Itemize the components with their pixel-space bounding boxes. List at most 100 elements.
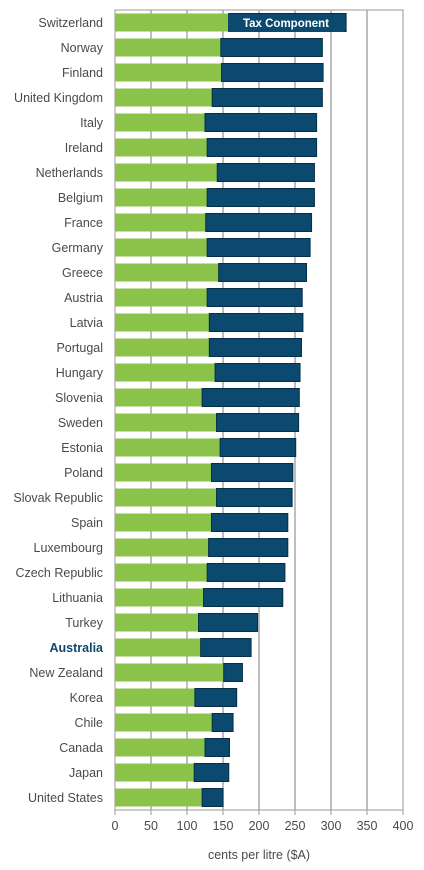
category-label-turkey: Turkey [65,616,103,630]
category-label-sweden: Sweden [58,416,103,430]
category-label-belgium: Belgium [58,191,103,205]
category-label-slovenia: Slovenia [55,391,103,405]
bar-ireland-tax [206,138,318,157]
tick-label-300: 300 [321,819,342,833]
category-label-lithuania: Lithuania [52,591,103,605]
category-label-germany: Germany [52,241,104,255]
bar-united-states-base [115,788,203,807]
bar-estonia-base [115,438,221,457]
category-label-france: France [64,216,103,230]
tick-label-150: 150 [213,819,234,833]
bar-slovak-republic-base [115,488,217,507]
category-label-czech-republic: Czech Republic [15,566,103,580]
category-label-ireland: Ireland [65,141,103,155]
bar-austria-base [115,288,208,307]
category-label-latvia: Latvia [70,316,103,330]
bar-united-states-tax [201,788,224,807]
bar-germany-base [115,238,208,257]
bar-new-zealand-tax [223,663,243,682]
bar-belgium-base [115,188,208,207]
bar-korea-base [115,688,195,707]
bar-chile-base [115,713,213,732]
tick-label-200: 200 [249,819,270,833]
tick-label-350: 350 [357,819,378,833]
bar-finland-tax [221,63,324,82]
bar-czech-republic-tax [206,563,286,582]
bar-belgium-tax [206,188,315,207]
category-label-estonia: Estonia [61,441,103,455]
legend: Tax Component [228,14,344,32]
bar-slovenia-tax [201,388,300,407]
bar-italy-base [115,113,205,132]
category-label-finland: Finland [62,66,103,80]
legend-label-tax-component: Tax Component [243,18,329,30]
bar-lithuania-base [115,588,204,607]
bar-united-kingdom-tax [211,88,323,107]
category-label-new-zealand: New Zealand [29,666,103,680]
category-label-hungary: Hungary [56,366,104,380]
category-labels: Switzerland Norway Finland United Kingdom It… [13,16,104,805]
legend-box [228,14,344,32]
bar-finland-base [115,63,222,82]
bar-greece-base [115,263,219,282]
category-label-spain: Spain [71,516,103,530]
tick-label-100: 100 [177,819,198,833]
bar-netherlands-base [115,163,218,182]
bar-sweden-base [115,413,217,432]
category-label-italy: Italy [80,116,104,130]
bar-austria-tax [206,288,303,307]
category-label-portugal: Portugal [56,341,103,355]
bar-korea-tax [194,688,238,707]
category-label-united-kingdom: United Kingdom [14,91,103,105]
bar-japan-base [115,763,195,782]
bar-norway-base [115,38,221,57]
bar-switzerland-base [115,13,229,32]
bar-lithuania-tax [203,588,284,607]
bar-portugal-base [115,338,210,357]
bar-luxembourg-base [115,538,209,557]
bar-chile-tax [211,713,234,732]
bar-czech-republic-base [115,563,208,582]
bar-new-zealand-base [115,663,224,682]
tick-label-250: 250 [285,819,306,833]
category-label-luxembourg: Luxembourg [34,541,104,555]
category-label-switzerland: Switzerland [38,16,103,30]
bar-hungary-base [115,363,216,382]
category-label-slovak-republic: Slovak Republic [13,491,103,505]
bar-portugal-tax [208,338,302,357]
bar-canada-base [115,738,205,757]
bar-hungary-tax [214,363,301,382]
x-axis-ticks: 0 50 100 150 200 250 300 350 400 [112,810,413,833]
bar-france-base [115,213,206,232]
bar-united-kingdom-base [115,88,213,107]
category-label-united-states: United States [28,791,103,805]
bar-australia-base [115,638,201,657]
tick-label-50: 50 [144,819,158,833]
bar-france-tax [205,213,313,232]
bar-greece-tax [218,263,308,282]
bar-australia-tax [200,638,252,657]
category-label-japan: Japan [69,766,103,780]
bar-canada-tax [204,738,230,757]
bar-slovenia-base [115,388,203,407]
bar-netherlands-tax [216,163,315,182]
bar-sweden-tax [216,413,300,432]
bar-estonia-tax [219,438,297,457]
bar-slovak-republic-tax [216,488,293,507]
bar-luxembourg-tax [208,538,289,557]
bar-poland-base [115,463,212,482]
bar-poland-tax [210,463,294,482]
category-label-chile: Chile [75,716,104,730]
bar-norway-tax [220,38,323,57]
category-label-norway: Norway [61,41,104,55]
bar-japan-tax [193,763,230,782]
category-label-greece: Greece [62,266,103,280]
bar-ireland-base [115,138,208,157]
bar-germany-tax [206,238,311,257]
bar-latvia-base [115,313,210,332]
bar-spain-tax [210,513,289,532]
bar-italy-tax [204,113,318,132]
bar-spain-base [115,513,212,532]
x-axis-title: cents per litre ($A) [208,848,310,862]
